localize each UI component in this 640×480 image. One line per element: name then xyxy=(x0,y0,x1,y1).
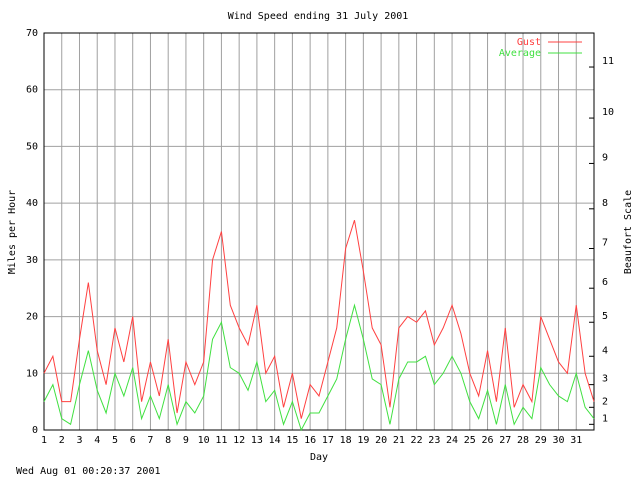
y-tick-label: 10 xyxy=(26,368,38,379)
x-tick-label: 19 xyxy=(357,435,369,446)
y2-axis-label: Beaufort Scale xyxy=(623,190,634,274)
x-tick-label: 22 xyxy=(411,435,423,446)
x-tick-label: 15 xyxy=(286,435,298,446)
series-line xyxy=(43,220,595,419)
x-tick-label: 11 xyxy=(215,435,227,446)
x-tick-label: 2 xyxy=(59,435,65,446)
series-line xyxy=(43,303,595,432)
y-tick-label: 70 xyxy=(26,28,38,39)
x-tick-label: 18 xyxy=(340,435,352,446)
y2-tick-label: 5 xyxy=(602,311,608,322)
x-tick-label: 12 xyxy=(233,435,245,446)
y2-tick-label: 3 xyxy=(602,374,608,385)
x-axis-label: Day xyxy=(310,452,328,463)
y2-tick-label: 2 xyxy=(602,396,608,407)
x-tick-label: 17 xyxy=(322,435,334,446)
x-tick-label: 24 xyxy=(446,435,458,446)
x-tick-label: 1 xyxy=(41,435,47,446)
x-tick-label: 5 xyxy=(112,435,118,446)
x-tick-label: 26 xyxy=(482,435,494,446)
x-tick-label: 20 xyxy=(375,435,387,446)
y2-tick-label: 9 xyxy=(602,152,608,163)
y2-tick-label: 11 xyxy=(602,56,614,67)
y2-tick-label: 7 xyxy=(602,238,608,249)
chart-title: Wind Speed ending 31 July 2001 xyxy=(228,11,409,22)
x-tick-label: 29 xyxy=(535,435,547,446)
x-tick-label: 30 xyxy=(552,435,564,446)
x-tick-label: 25 xyxy=(464,435,476,446)
x-tick-label: 28 xyxy=(517,435,529,446)
x-tick-label: 31 xyxy=(570,435,582,446)
y-axis-label: Miles per Hour xyxy=(7,190,18,274)
y-tick-label: 30 xyxy=(26,255,38,266)
x-tick-label: 13 xyxy=(251,435,263,446)
x-tick-label: 9 xyxy=(183,435,189,446)
x-tick-label: 21 xyxy=(393,435,405,446)
x-tick-label: 4 xyxy=(94,435,100,446)
plot-frame xyxy=(43,32,595,431)
x-tick-label: 16 xyxy=(304,435,316,446)
y-tick-label: 60 xyxy=(26,85,38,96)
timestamp: Wed Aug 01 00:20:37 2001 xyxy=(16,466,161,477)
y-tick-label: 20 xyxy=(26,312,38,323)
y-tick-label: 40 xyxy=(26,198,38,209)
legend-label: Average xyxy=(499,48,541,59)
x-tick-label: 23 xyxy=(428,435,440,446)
x-tick-label: 8 xyxy=(165,435,171,446)
x-tick-label: 10 xyxy=(198,435,210,446)
y2-tick-label: 4 xyxy=(602,345,608,356)
x-tick-label: 27 xyxy=(499,435,511,446)
y-tick-label: 0 xyxy=(32,425,38,436)
x-tick-label: 14 xyxy=(269,435,281,446)
x-tick-label: 3 xyxy=(76,435,82,446)
y2-tick-label: 1 xyxy=(602,413,608,424)
y2-tick-label: 8 xyxy=(602,198,608,209)
x-tick-label: 7 xyxy=(147,435,153,446)
x-tick-label: 6 xyxy=(130,435,136,446)
y-tick-label: 50 xyxy=(26,141,38,152)
legend-label: Gust xyxy=(517,37,541,48)
y2-tick-label: 6 xyxy=(602,277,608,288)
y2-tick-label: 10 xyxy=(602,107,614,118)
